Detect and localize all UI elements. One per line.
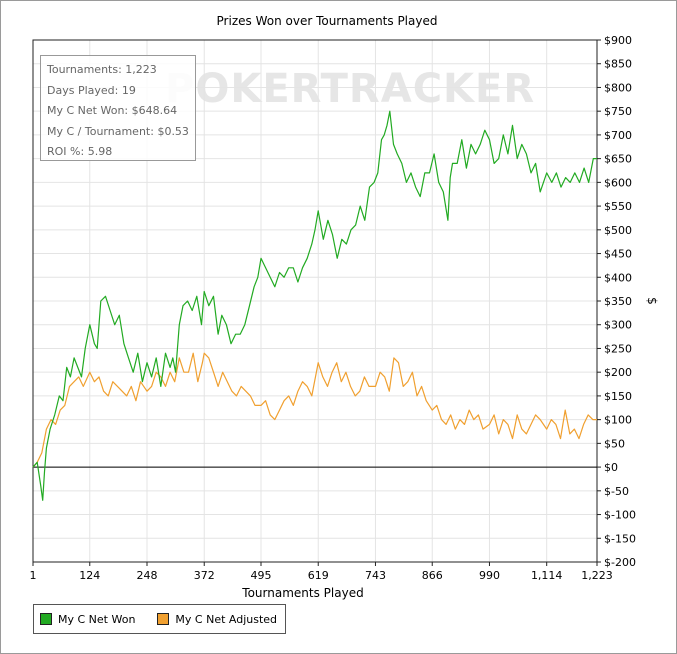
y-tick-label: $600 xyxy=(604,176,632,189)
x-tick-label: 1,114 xyxy=(531,569,563,582)
pokertracker-watermark: POKERTRACKER xyxy=(165,66,536,112)
y-tick-label: $750 xyxy=(604,105,632,118)
y-tick-label: $450 xyxy=(604,248,632,261)
x-tick-label: 124 xyxy=(79,569,100,582)
y-tick-label: $150 xyxy=(604,390,632,403)
legend-swatch-net-won xyxy=(40,613,52,625)
x-tick-label: 248 xyxy=(137,569,158,582)
y-tick-label: $-100 xyxy=(604,509,636,522)
y-axis-label: $ xyxy=(645,297,659,305)
legend-label-net-adjusted: My C Net Adjusted xyxy=(175,612,278,626)
y-tick-label: $350 xyxy=(604,295,632,308)
y-tick-label: $300 xyxy=(604,319,632,332)
legend-item-net-won[interactable]: My C Net Won xyxy=(40,613,135,626)
y-tick-label: $700 xyxy=(604,129,632,142)
x-tick-label: 1 xyxy=(30,569,37,582)
stats-roi: ROI %: 5.98 xyxy=(47,145,113,158)
legend-label-net-won: My C Net Won xyxy=(58,612,136,626)
chart-title: Prizes Won over Tournaments Played xyxy=(217,14,438,28)
series-line-net-adjusted xyxy=(32,352,597,468)
y-tick-label: $-150 xyxy=(604,532,636,545)
x-tick-label: 866 xyxy=(422,569,443,582)
y-tick-label: $0 xyxy=(604,461,618,474)
y-tick-label: $550 xyxy=(604,200,632,213)
y-tick-label: $-200 xyxy=(604,556,636,569)
stats-days-played: Days Played: 19 xyxy=(47,83,136,97)
x-axis-label: Tournaments Played xyxy=(241,586,363,600)
x-tick-label: 495 xyxy=(251,569,272,582)
y-tick-label: $-50 xyxy=(604,485,629,498)
stats-box: Tournaments: 1,223 Days Played: 19 My C … xyxy=(40,55,196,161)
y-tick-label: $250 xyxy=(604,342,632,355)
series-line-net-won xyxy=(32,110,597,501)
stats-net-won: My C Net Won: $648.64 xyxy=(47,104,178,117)
legend-swatch-net-adjusted xyxy=(157,613,170,625)
stats-per-tournament: My C / Tournament: $0.53 xyxy=(47,124,189,138)
x-tick-label: 372 xyxy=(194,569,215,582)
x-tick-label: 990 xyxy=(479,569,500,582)
x-tick-label: 743 xyxy=(365,569,386,582)
x-tick-label: 1,223 xyxy=(581,569,613,582)
y-tick-label: $800 xyxy=(604,81,632,94)
legend: My C Net Won My C Net Adjusted xyxy=(33,604,287,634)
y-tick-label: $850 xyxy=(604,58,632,71)
y-tick-label: $650 xyxy=(604,153,632,166)
y-tick-label: $500 xyxy=(604,224,632,237)
y-tick-label: $50 xyxy=(604,437,625,450)
y-tick-label: $100 xyxy=(604,414,632,427)
y-tick-label: $400 xyxy=(604,271,632,284)
y-tick-label: $900 xyxy=(604,34,632,47)
stats-tournaments: Tournaments: 1,223 xyxy=(47,63,157,76)
x-tick-label: 619 xyxy=(308,569,329,582)
legend-item-net-adjusted[interactable]: My C Net Adjusted xyxy=(157,613,277,626)
y-tick-label: $200 xyxy=(604,366,632,379)
